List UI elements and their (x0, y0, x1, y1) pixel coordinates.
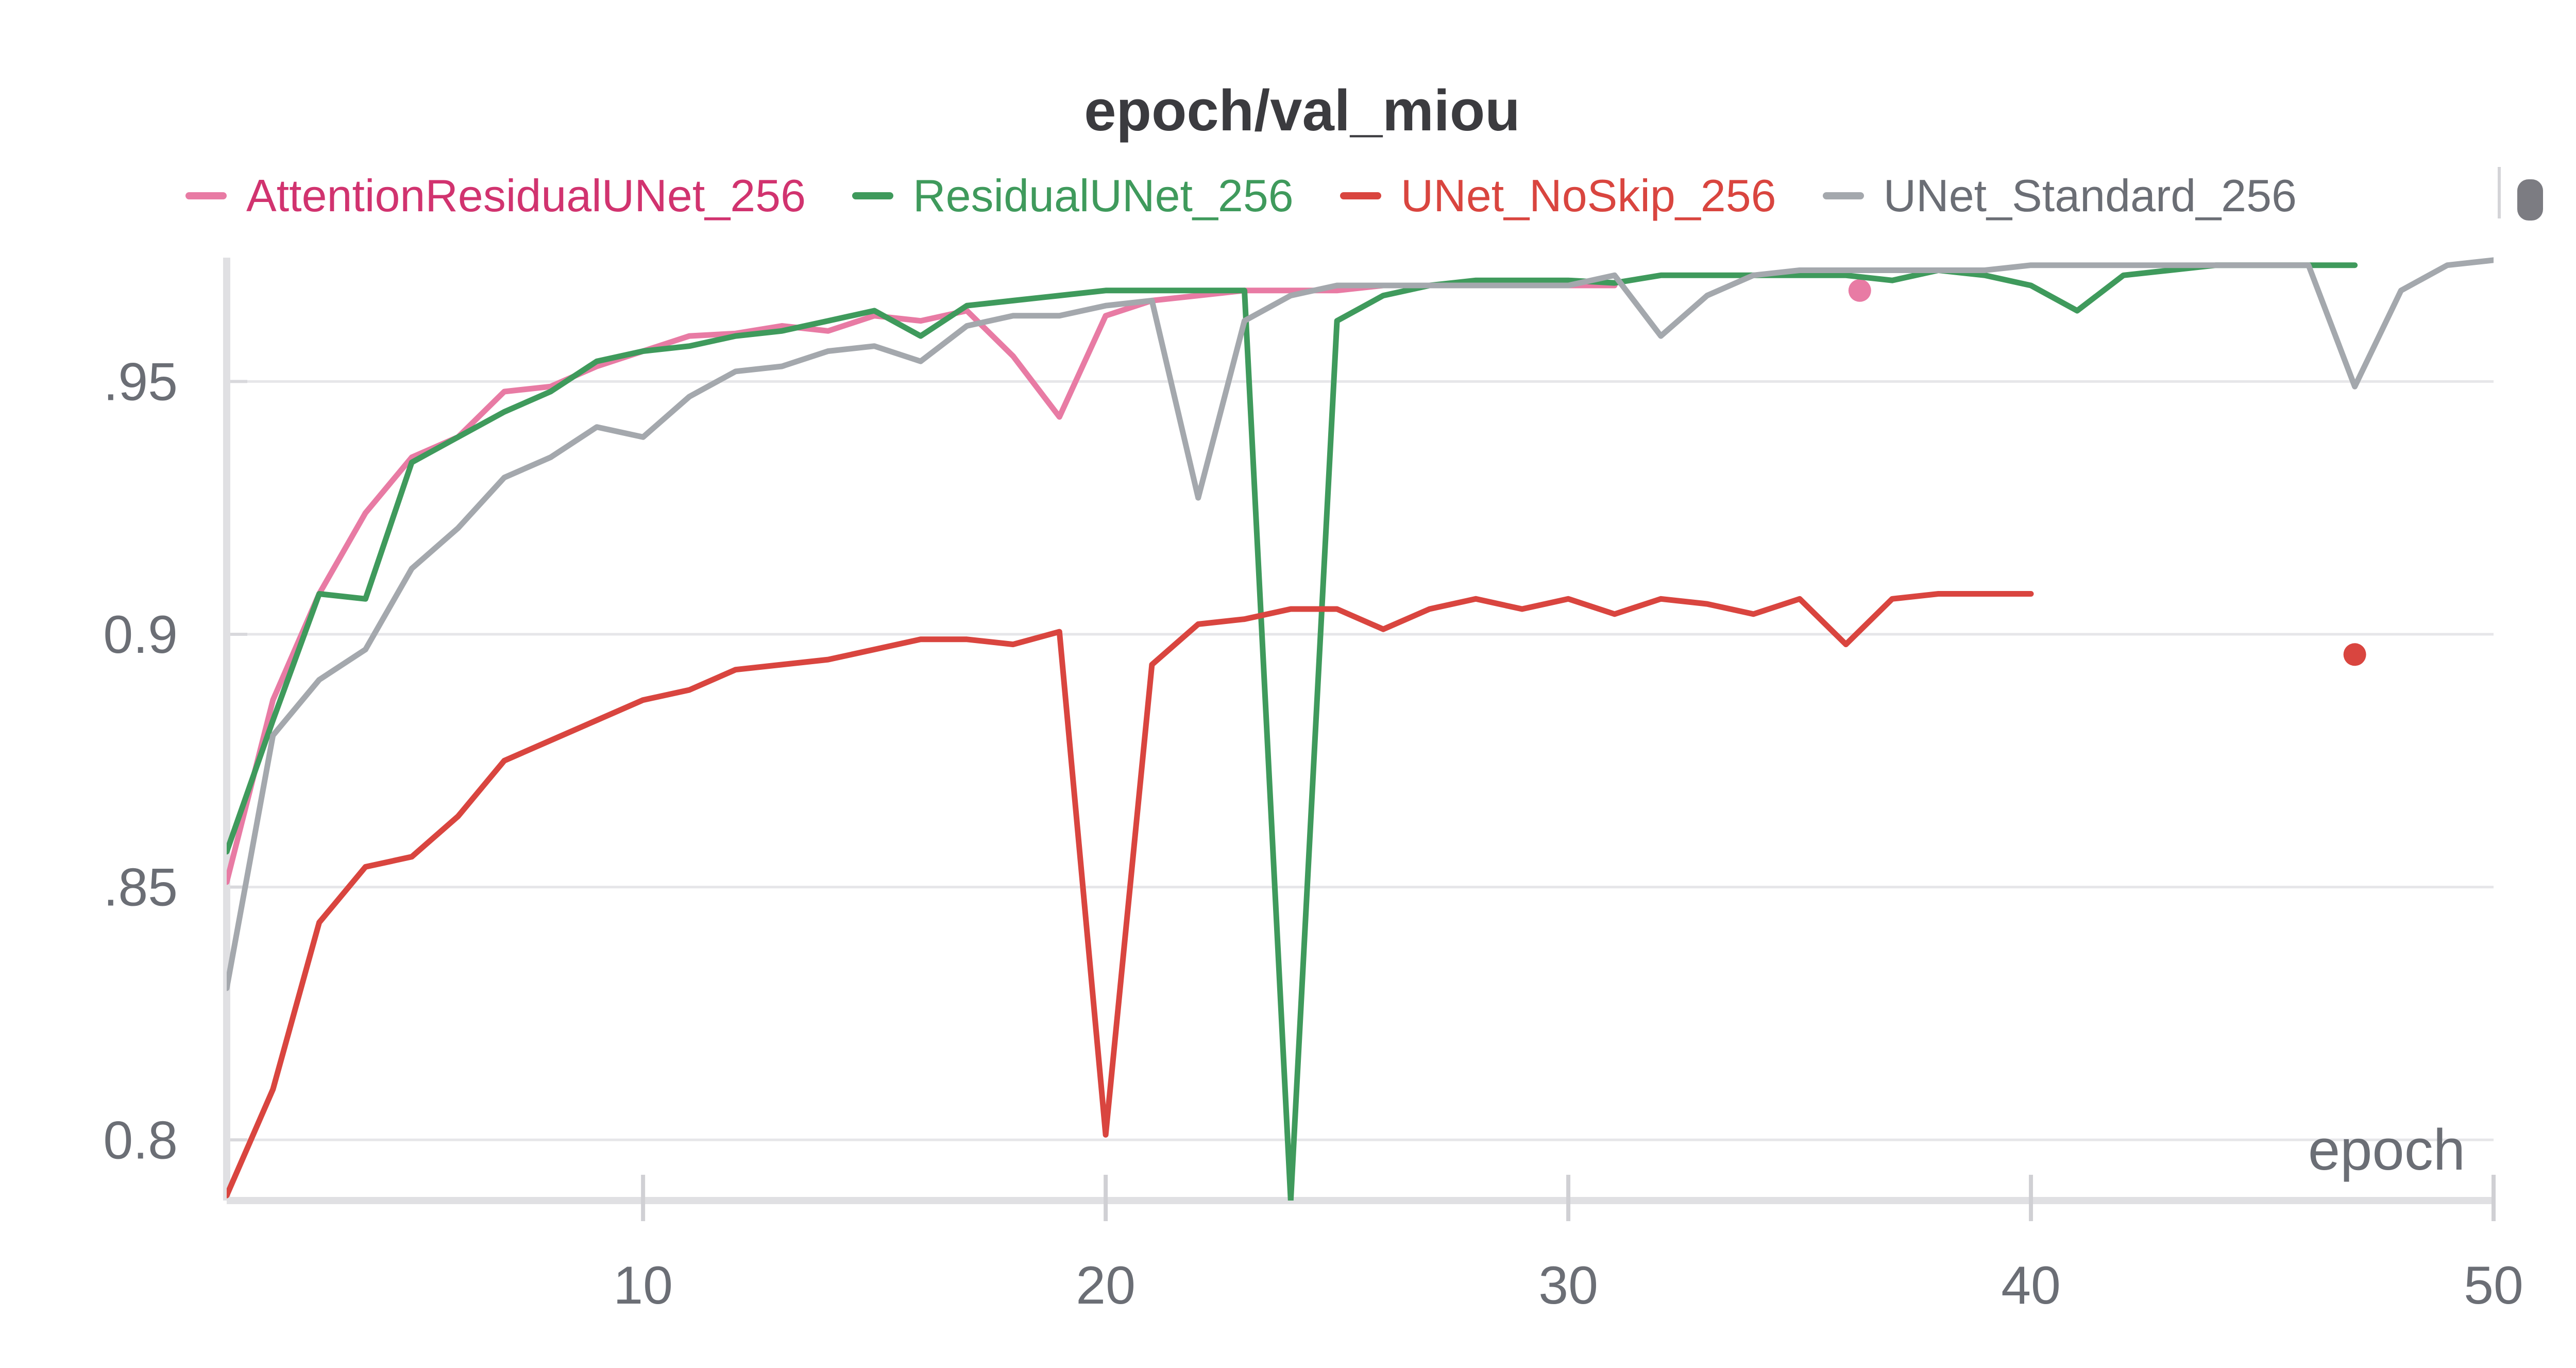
legend: AttentionResidualUNet_256 ResidualUNet_25… (185, 165, 2343, 227)
legend-item[interactable]: AttentionResidualUNet_256 (185, 173, 806, 218)
legend-label: UNet_Standard_256 (1883, 170, 2297, 221)
legend-item[interactable]: ResidualUNet_256 (852, 173, 1294, 218)
x-tick-label: 10 (613, 1256, 673, 1315)
series-line-UNet_Standard_256 (227, 257, 2494, 991)
legend-swatch (185, 192, 227, 199)
legend-item[interactable]: UNet_NoSkip_256 (1340, 173, 1776, 218)
y-tick-label: .85 (103, 858, 178, 918)
legend-swatch (1340, 192, 1381, 199)
series-point-UNet_NoSkip_256 (2343, 643, 2366, 666)
series-point-AttentionResidualUNet_256 (1848, 279, 1871, 302)
legend-swatch (1822, 192, 1864, 199)
legend-label: UNet_NoSkip_256 (1400, 170, 1776, 221)
x-tick-label: 40 (2001, 1256, 2061, 1315)
y-tick-label: .95 (103, 352, 178, 412)
x-tick-label: 20 (1076, 1256, 1136, 1315)
series-line-ResidualUNet_256 (227, 262, 2358, 1201)
series-line-UNet_NoSkip_256 (227, 591, 2034, 1198)
legend-label: ResidualUNet_256 (913, 170, 1294, 221)
legend-label: AttentionResidualUNet_256 (246, 170, 806, 221)
series-line-AttentionResidualUNet_256 (227, 282, 1618, 885)
legend-item[interactable]: UNet_Standard_256 (1822, 170, 2297, 221)
scroll-handle-icon[interactable] (2496, 165, 2547, 222)
x-tick-label: 30 (1538, 1256, 1598, 1315)
y-tick-label: 0.9 (103, 605, 178, 665)
y-tick-label: 0.8 (103, 1110, 178, 1170)
legend-swatch (852, 192, 894, 199)
chart-title: epoch/val_miou (1084, 78, 1520, 143)
x-tick-label: 50 (2464, 1256, 2523, 1315)
x-axis-label: epoch (2308, 1118, 2465, 1182)
